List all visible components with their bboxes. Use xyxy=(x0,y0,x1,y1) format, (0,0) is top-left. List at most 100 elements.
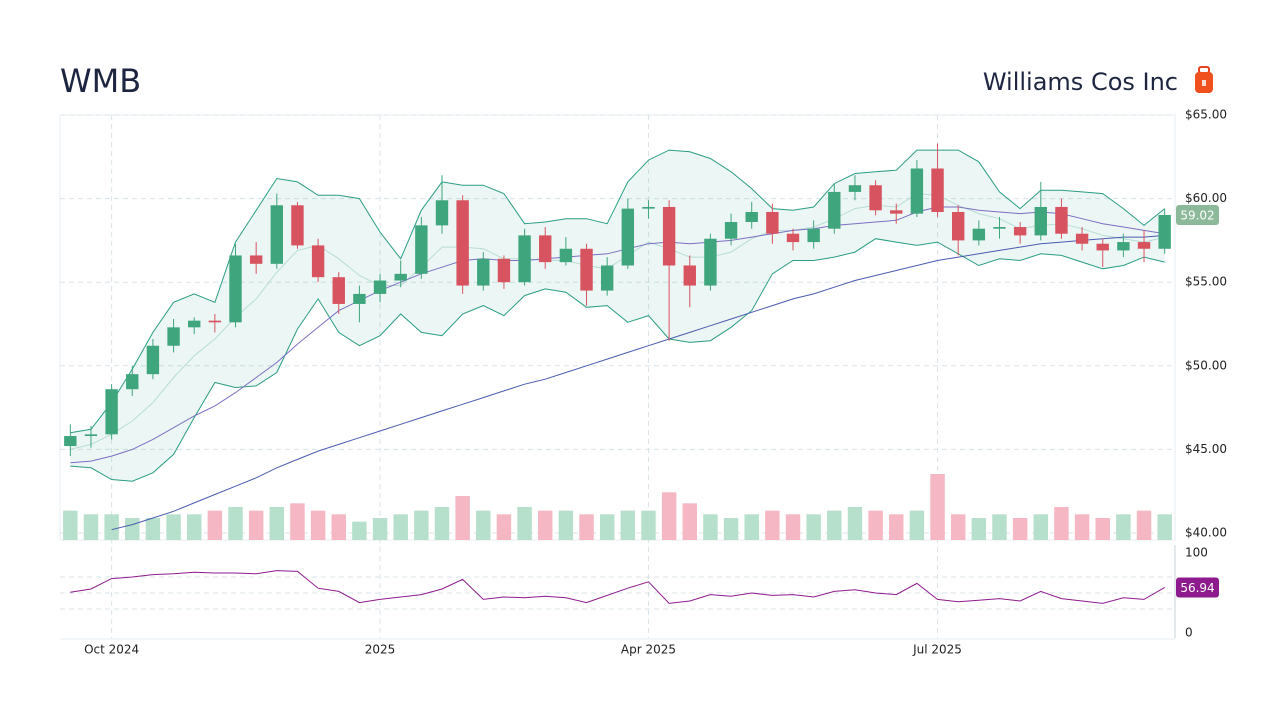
candle-body xyxy=(993,227,1006,229)
volume-bar xyxy=(538,510,553,540)
y-tick-label: $50.00 xyxy=(1185,358,1227,372)
company-logo xyxy=(1195,66,1213,93)
candle-body xyxy=(415,225,428,274)
candle-body xyxy=(910,168,924,214)
ticker: WMB xyxy=(60,62,141,100)
candle-body xyxy=(952,211,965,241)
volume-bar xyxy=(496,514,512,540)
candle-body xyxy=(311,245,325,278)
volume-bar xyxy=(682,503,697,540)
candle-body xyxy=(291,205,304,246)
candle-body xyxy=(373,280,387,294)
bollinger-lower xyxy=(70,238,1165,482)
candle-body xyxy=(126,374,139,390)
moving-average xyxy=(70,206,1165,464)
y-tick-label: $65.00 xyxy=(1185,108,1227,122)
volume-bar xyxy=(186,514,202,540)
candle-body xyxy=(1096,243,1109,251)
candle-body xyxy=(64,436,77,447)
candle-body xyxy=(518,235,531,283)
candle-body xyxy=(1013,227,1027,236)
candle-body xyxy=(869,185,882,211)
moving-average xyxy=(70,193,1165,450)
volume-bar xyxy=(63,510,78,540)
volume-bar xyxy=(414,510,429,540)
volume-bar xyxy=(558,510,574,540)
candle-body xyxy=(662,206,676,266)
candle-body xyxy=(208,320,222,323)
candle-body xyxy=(270,205,283,264)
volume-bar xyxy=(661,492,677,540)
volume-bar xyxy=(310,510,326,540)
volume-bar xyxy=(847,507,863,540)
volume-bar xyxy=(744,514,759,540)
volume-bar xyxy=(352,521,367,540)
x-tick-label: 2025 xyxy=(365,643,396,657)
candle-body xyxy=(828,191,841,229)
volume-bar xyxy=(166,514,181,540)
rsi-tick-label: 100 xyxy=(1185,546,1208,560)
candle-body xyxy=(766,211,779,234)
volume-bar xyxy=(579,514,594,540)
candle-body xyxy=(84,434,98,437)
candle-body xyxy=(1158,214,1171,249)
candle-body xyxy=(683,265,696,286)
y-tick-label: $45.00 xyxy=(1185,442,1227,456)
volume-bar xyxy=(806,514,821,540)
volume-bar xyxy=(765,510,780,540)
candle-body xyxy=(497,258,511,283)
candle-body xyxy=(724,222,738,239)
candle-body xyxy=(167,327,180,346)
volume-bar xyxy=(1074,514,1090,540)
bollinger-upper xyxy=(70,149,1166,434)
candle-body xyxy=(745,211,758,223)
volume-bar xyxy=(703,514,718,540)
volume-bar xyxy=(434,507,450,540)
candle-body xyxy=(1034,206,1047,236)
candle-body xyxy=(188,320,201,328)
candle-body xyxy=(642,206,655,209)
candle-body xyxy=(931,168,944,212)
volume-bar xyxy=(1136,510,1152,540)
candle-body xyxy=(559,248,573,263)
volume-bar xyxy=(393,514,408,540)
volume-bar xyxy=(1157,514,1172,540)
candle-body xyxy=(1055,206,1068,234)
volume-bar xyxy=(930,474,945,540)
volume-bar xyxy=(950,514,966,540)
volume-bar xyxy=(992,514,1007,540)
candle-body xyxy=(1075,233,1089,244)
volume-bar xyxy=(868,510,883,540)
candle-body xyxy=(1117,242,1130,251)
volume-bar xyxy=(1054,507,1069,540)
candle-body xyxy=(353,293,366,304)
candle-body xyxy=(890,210,903,214)
x-tick-label: Jul 2025 xyxy=(912,643,962,657)
volume-bar xyxy=(125,518,140,540)
bollinger-fill xyxy=(70,150,1165,482)
volume-bar xyxy=(889,514,904,540)
candle-body xyxy=(848,185,862,192)
x-tick-label: Oct 2024 xyxy=(84,643,139,657)
candle-body xyxy=(146,345,160,375)
volume-bar xyxy=(641,510,656,540)
volume-bar xyxy=(909,510,925,540)
rsi-last-label: 56.94 xyxy=(1180,581,1214,595)
volume-bar xyxy=(83,514,99,540)
candle-body xyxy=(332,277,345,304)
y-tick-label: $60.00 xyxy=(1185,191,1227,205)
volume-bar xyxy=(476,510,491,540)
volume-bar xyxy=(827,510,842,540)
last-price-label: 59.02 xyxy=(1180,208,1214,222)
volume-bar xyxy=(372,518,388,540)
candle-body xyxy=(394,273,407,281)
y-tick-label: $40.00 xyxy=(1185,526,1227,540)
volume-bar xyxy=(620,510,636,540)
volume-bar xyxy=(1095,518,1110,540)
volume-bar xyxy=(723,518,739,540)
volume-bar xyxy=(455,496,470,540)
rsi-tick-label: 0 xyxy=(1185,626,1193,640)
candle-body xyxy=(972,228,986,241)
candle-body xyxy=(1137,242,1151,249)
